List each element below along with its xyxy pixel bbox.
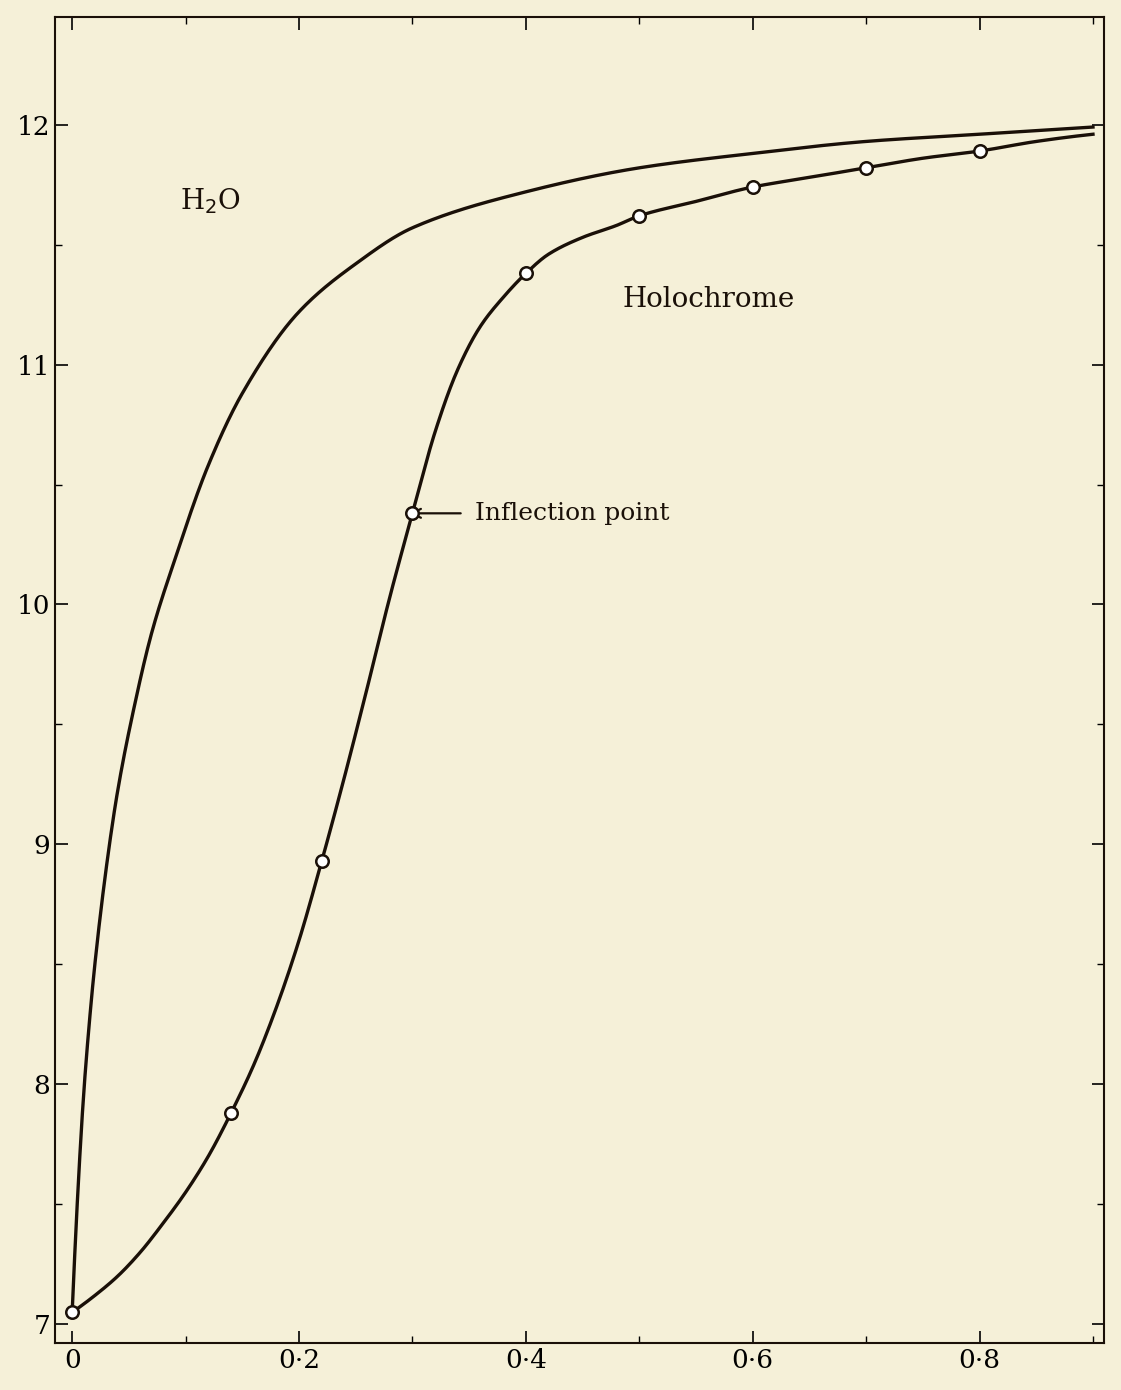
Text: Holochrome: Holochrome [622, 286, 795, 313]
Text: Inflection point: Inflection point [475, 502, 669, 525]
Text: H$_2$O: H$_2$O [179, 186, 241, 217]
